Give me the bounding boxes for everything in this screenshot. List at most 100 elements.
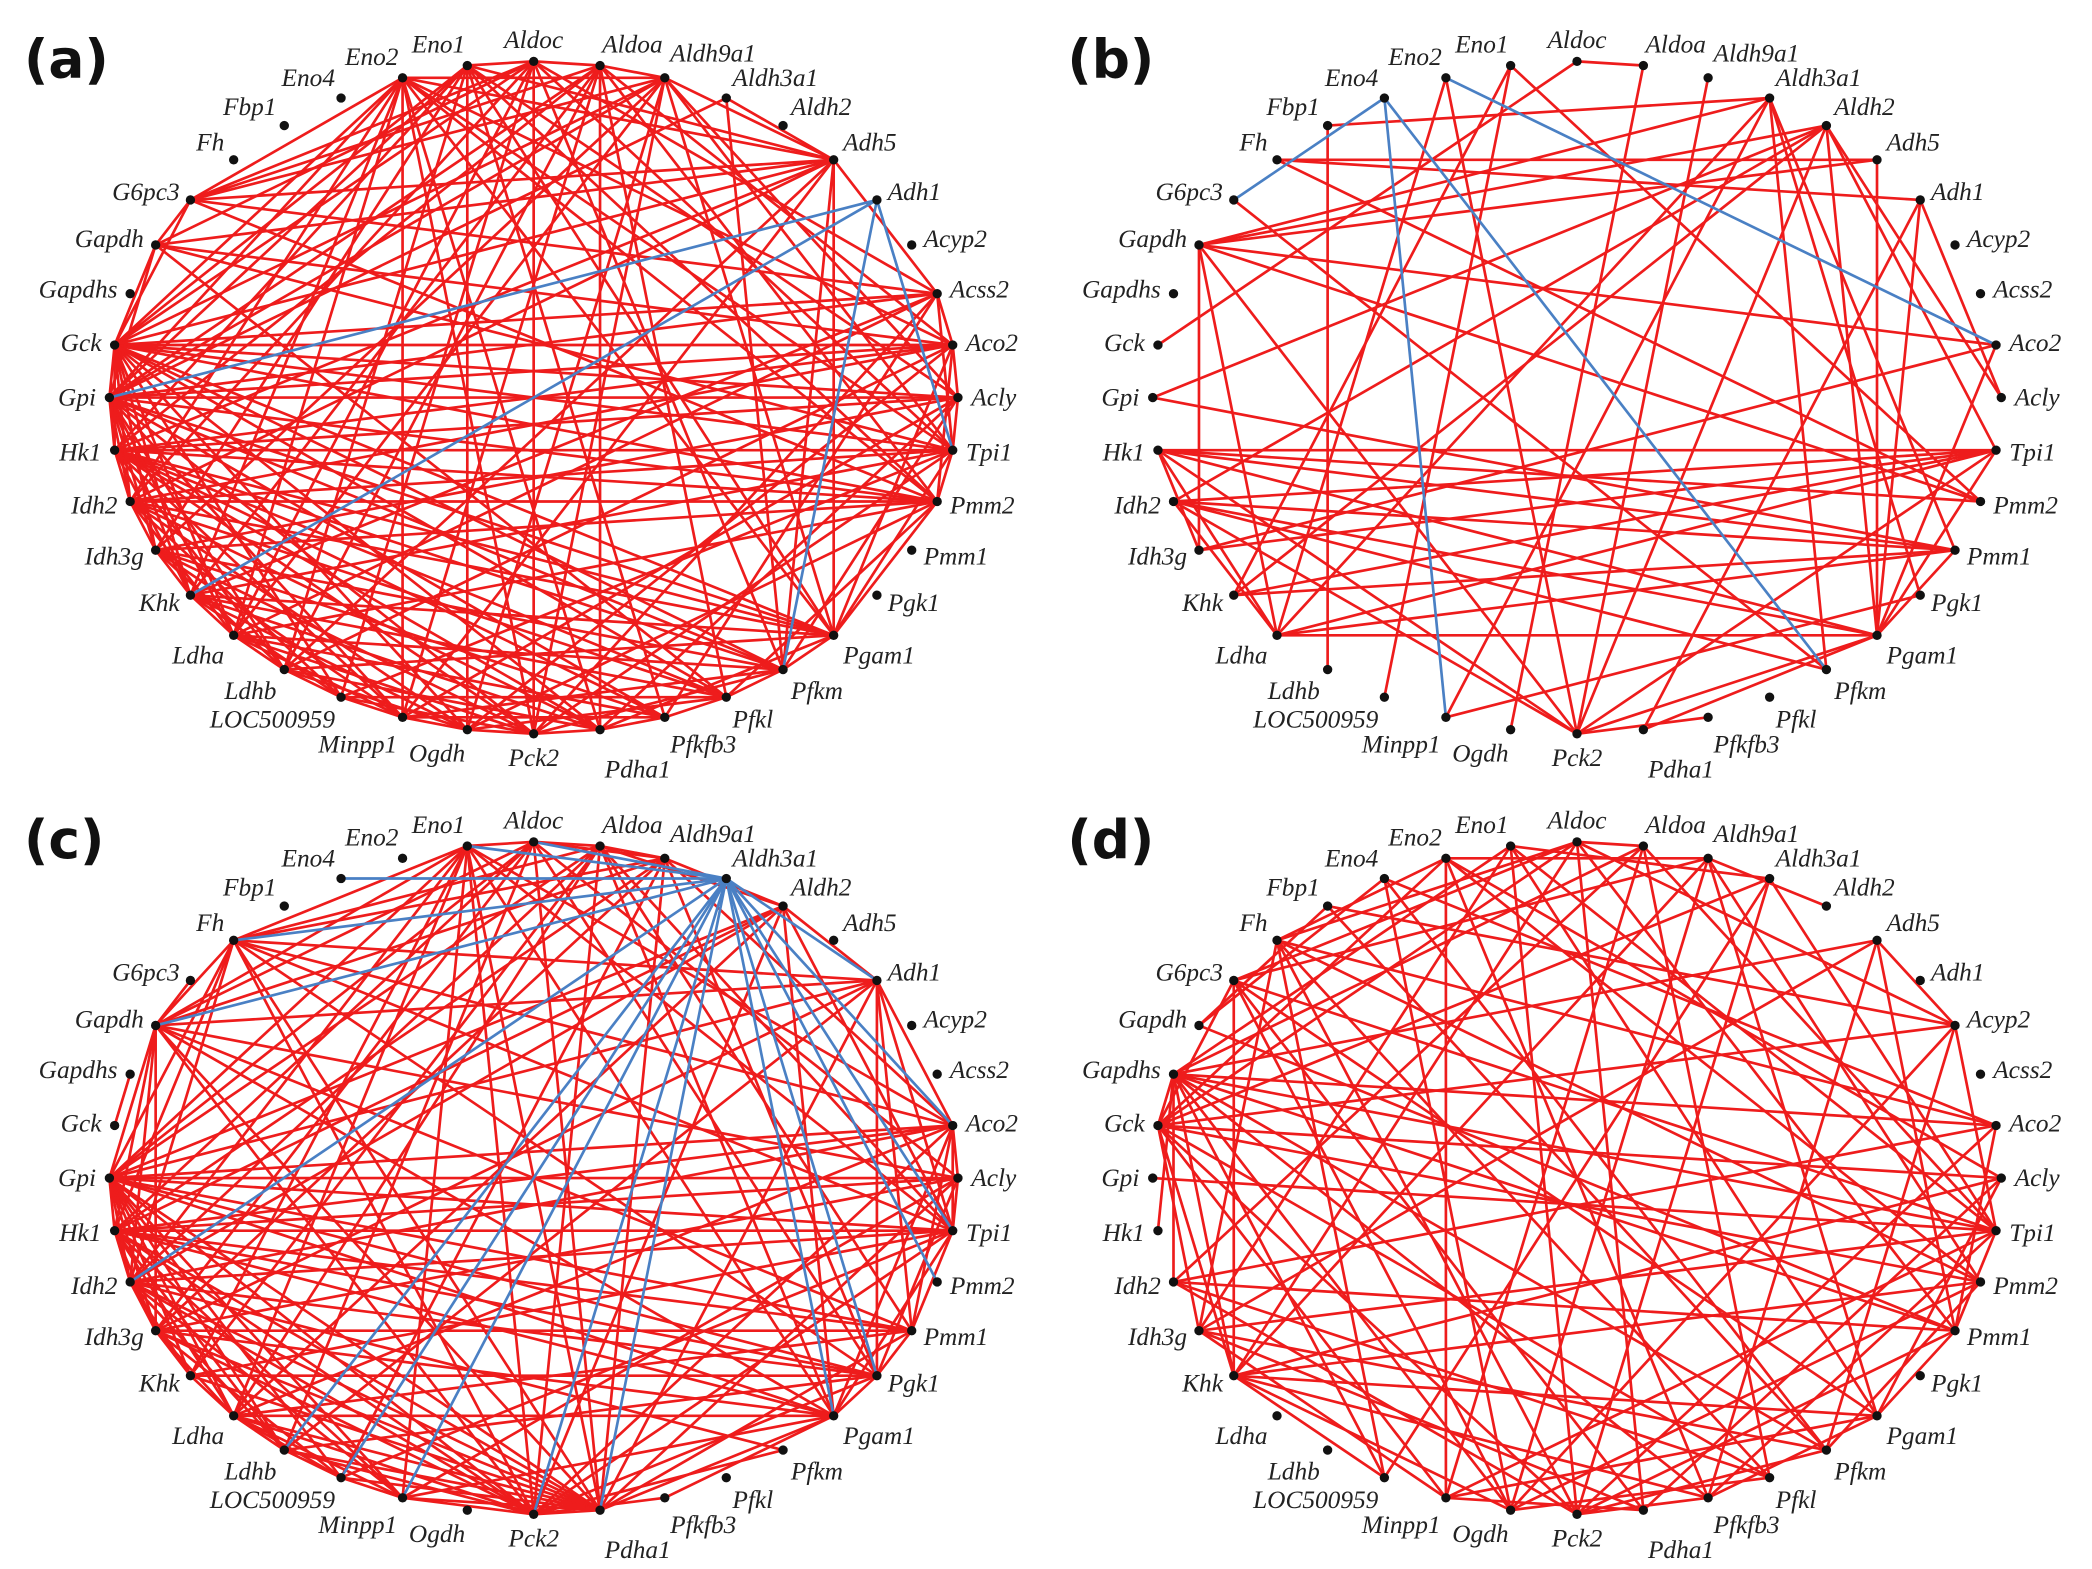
node-Gapdhs[interactable]: Gapdhs bbox=[39, 1056, 135, 1084]
node-Gapdhs[interactable]: Gapdhs bbox=[1082, 276, 1179, 304]
node-Eno2[interactable]: Eno2 bbox=[1387, 43, 1451, 83]
node-Gpi[interactable]: Gpi bbox=[58, 1164, 115, 1192]
node-Aldh2[interactable]: Aldh2 bbox=[778, 873, 852, 911]
node-Aldh3a1[interactable]: Aldh3a1 bbox=[1764, 64, 1862, 103]
node-Gapdh[interactable]: Gapdh bbox=[1118, 225, 1204, 253]
node-Gapdh[interactable]: Gapdh bbox=[75, 225, 161, 253]
node-Fh[interactable]: Fh bbox=[195, 128, 239, 165]
node-Fh[interactable]: Fh bbox=[195, 909, 239, 946]
node-Pgk1[interactable]: Pgk1 bbox=[1915, 1370, 1984, 1398]
node-Ogdh[interactable]: Ogdh bbox=[1452, 724, 1516, 768]
node-Acss2[interactable]: Acss2 bbox=[932, 1056, 1010, 1084]
node-Aldh3a1[interactable]: Aldh3a1 bbox=[721, 845, 819, 884]
node-Aldoa[interactable]: Aldoa bbox=[1638, 811, 1706, 851]
node-Adh5[interactable]: Adh5 bbox=[829, 909, 897, 946]
node-Aldoc[interactable]: Aldoc bbox=[502, 26, 563, 67]
node-Idh3g[interactable]: Idh3g bbox=[84, 542, 161, 570]
node-Adh1[interactable]: Adh1 bbox=[872, 959, 941, 987]
node-Pgam1[interactable]: Pgam1 bbox=[829, 630, 915, 670]
node-Aldoa[interactable]: Aldoa bbox=[595, 811, 663, 851]
node-Aldoc[interactable]: Aldoc bbox=[1545, 26, 1607, 67]
node-Acly[interactable]: Acly bbox=[1996, 384, 2061, 412]
node-Aldh9a1[interactable]: Aldh9a1 bbox=[660, 39, 756, 83]
node-Fbp1[interactable]: Fbp1 bbox=[1265, 873, 1333, 911]
node-G6pc3[interactable]: G6pc3 bbox=[1155, 178, 1239, 206]
node-Ldhb[interactable]: Ldhb bbox=[223, 664, 289, 705]
node-Idh2[interactable]: Idh2 bbox=[70, 1272, 135, 1300]
node-Pmm2[interactable]: Pmm2 bbox=[932, 492, 1015, 520]
node-Adh1[interactable]: Adh1 bbox=[1915, 178, 1985, 206]
node-Idh3g[interactable]: Idh3g bbox=[1127, 1323, 1204, 1351]
node-Ldhb[interactable]: Ldhb bbox=[1267, 664, 1333, 705]
node-Idh3g[interactable]: Idh3g bbox=[84, 1323, 161, 1351]
node-Pgam1[interactable]: Pgam1 bbox=[1872, 630, 1958, 670]
node-Fbp1[interactable]: Fbp1 bbox=[1265, 93, 1333, 131]
node-Minpp1[interactable]: Minpp1 bbox=[317, 1493, 408, 1539]
node-Pmm2[interactable]: Pmm2 bbox=[1975, 492, 2058, 520]
node-Acss2[interactable]: Acss2 bbox=[1975, 1056, 2053, 1084]
node-G6pc3[interactable]: G6pc3 bbox=[112, 959, 196, 987]
node-Pgk1[interactable]: Pgk1 bbox=[872, 1370, 940, 1398]
node-Aldoc[interactable]: Aldoc bbox=[502, 807, 563, 847]
node-LOC500959[interactable]: LOC500959 bbox=[1252, 692, 1390, 734]
node-Eno2[interactable]: Eno2 bbox=[344, 43, 408, 83]
node-Pfkm[interactable]: Pfkm bbox=[778, 664, 843, 705]
node-Aldh9a1[interactable]: Aldh9a1 bbox=[660, 820, 756, 863]
node-Acss2[interactable]: Acss2 bbox=[932, 276, 1010, 304]
node-Adh5[interactable]: Adh5 bbox=[1872, 909, 1940, 946]
node-Pgk1[interactable]: Pgk1 bbox=[1915, 589, 1984, 617]
node-Pmm1[interactable]: Pmm1 bbox=[1950, 1323, 2032, 1351]
node-Aldh2[interactable]: Aldh2 bbox=[778, 93, 852, 131]
node-Eno4[interactable]: Eno4 bbox=[1324, 64, 1390, 103]
node-Gpi[interactable]: Gpi bbox=[58, 384, 115, 412]
node-Aldh3a1[interactable]: Aldh3a1 bbox=[721, 64, 819, 103]
node-Gck[interactable]: Gck bbox=[61, 1109, 120, 1137]
node-Pfkfb3[interactable]: Pfkfb3 bbox=[660, 1493, 736, 1539]
node-Pmm1[interactable]: Pmm1 bbox=[907, 542, 988, 570]
node-Aldh3a1[interactable]: Aldh3a1 bbox=[1764, 845, 1862, 884]
node-Adh1[interactable]: Adh1 bbox=[872, 178, 941, 206]
node-Aco2[interactable]: Aco2 bbox=[948, 329, 1018, 357]
node-Idh2[interactable]: Idh2 bbox=[70, 492, 135, 520]
node-Gpi[interactable]: Gpi bbox=[1101, 384, 1158, 412]
node-Aldoc[interactable]: Aldoc bbox=[1545, 807, 1607, 847]
node-Pgam1[interactable]: Pgam1 bbox=[829, 1411, 915, 1450]
node-Khk[interactable]: Khk bbox=[1181, 589, 1239, 617]
node-Pfkfb3[interactable]: Pfkfb3 bbox=[660, 712, 736, 759]
node-Eno4[interactable]: Eno4 bbox=[1324, 845, 1390, 884]
node-Pdha1[interactable]: Pdha1 bbox=[1638, 724, 1714, 783]
node-Eno4[interactable]: Eno4 bbox=[281, 845, 346, 884]
node-Acyp2[interactable]: Acyp2 bbox=[1950, 1005, 2031, 1033]
node-G6pc3[interactable]: G6pc3 bbox=[1155, 959, 1239, 987]
node-LOC500959[interactable]: LOC500959 bbox=[1252, 1472, 1390, 1514]
node-Eno1[interactable]: Eno1 bbox=[1454, 811, 1516, 851]
node-Tpi1[interactable]: Tpi1 bbox=[948, 438, 1012, 466]
node-Pmm2[interactable]: Pmm2 bbox=[1975, 1272, 2058, 1300]
node-Gapdhs[interactable]: Gapdhs bbox=[1082, 1056, 1179, 1084]
node-Acyp2[interactable]: Acyp2 bbox=[907, 225, 987, 253]
node-Khk[interactable]: Khk bbox=[1181, 1370, 1239, 1398]
node-Fbp1[interactable]: Fbp1 bbox=[222, 873, 289, 911]
node-Pmm2[interactable]: Pmm2 bbox=[932, 1272, 1015, 1300]
node-Gpi[interactable]: Gpi bbox=[1101, 1164, 1158, 1192]
node-Fh[interactable]: Fh bbox=[1238, 909, 1282, 946]
node-Tpi1[interactable]: Tpi1 bbox=[1991, 438, 2056, 466]
node-Ldha[interactable]: Ldha bbox=[171, 630, 239, 670]
node-Tpi1[interactable]: Tpi1 bbox=[1991, 1219, 2056, 1247]
node-Pgam1[interactable]: Pgam1 bbox=[1872, 1411, 1958, 1450]
node-Eno2[interactable]: Eno2 bbox=[344, 824, 408, 863]
node-Aldh2[interactable]: Aldh2 bbox=[1821, 93, 1895, 131]
node-Pdha1[interactable]: Pdha1 bbox=[1638, 1505, 1714, 1564]
node-Pfkm[interactable]: Pfkm bbox=[1821, 1445, 1887, 1486]
node-Gapdh[interactable]: Gapdh bbox=[1118, 1005, 1204, 1033]
node-Pgk1[interactable]: Pgk1 bbox=[872, 589, 940, 617]
node-Pfkfb3[interactable]: Pfkfb3 bbox=[1703, 712, 1780, 759]
node-Pfkfb3[interactable]: Pfkfb3 bbox=[1703, 1493, 1780, 1539]
node-Aco2[interactable]: Aco2 bbox=[948, 1109, 1018, 1137]
node-Idh3g[interactable]: Idh3g bbox=[1127, 542, 1204, 570]
node-LOC500959[interactable]: LOC500959 bbox=[209, 692, 346, 734]
node-Gck[interactable]: Gck bbox=[61, 329, 120, 357]
node-Adh5[interactable]: Adh5 bbox=[1872, 128, 1940, 165]
node-Pfkl[interactable]: Pfkl bbox=[1764, 1472, 1817, 1514]
node-Pfkl[interactable]: Pfkl bbox=[1764, 692, 1817, 734]
